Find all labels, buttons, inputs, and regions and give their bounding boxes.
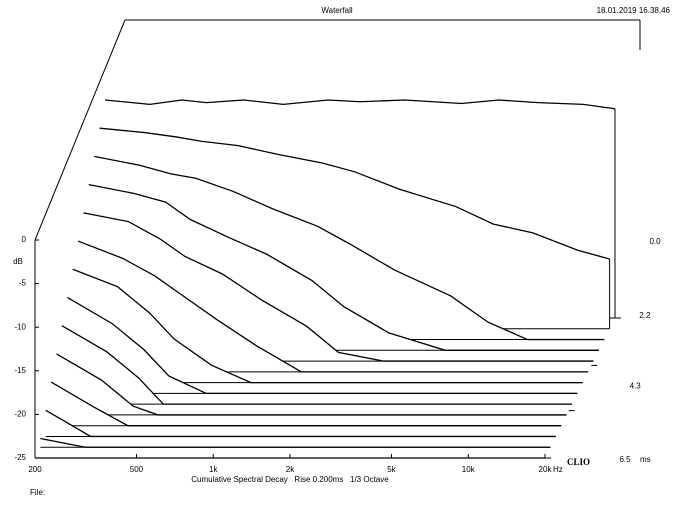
z-tick-label: 6.5	[619, 455, 631, 464]
y-tick-label: -20	[14, 410, 26, 419]
frame-line	[34, 19, 126, 241]
slice-curve	[40, 437, 551, 448]
x-tick-label: 1k	[209, 465, 218, 474]
slice-curve	[99, 127, 610, 260]
slice-fill	[78, 241, 589, 372]
slice-curve	[56, 353, 567, 416]
x-tick-label: 2k	[286, 465, 295, 474]
subtitle: Cumulative Spectral Decay Rise 0.200ms 1…	[191, 475, 389, 484]
y-tick-label: -5	[19, 279, 27, 288]
slice-fill	[51, 382, 562, 426]
slice-curve	[45, 409, 556, 438]
brand: CLIO	[567, 457, 590, 467]
slice-curve	[66, 296, 578, 395]
x-tick-label: 10k	[462, 465, 476, 474]
y-tick-label: -25	[14, 453, 26, 462]
file-label: File:	[30, 488, 45, 497]
slice-curve	[72, 268, 583, 384]
slice-curve	[77, 240, 589, 373]
slice-curve	[83, 212, 594, 362]
z-tick-label: 2.2	[639, 311, 651, 320]
x-tick-label: 500	[130, 465, 144, 474]
y-tick-label: 0	[22, 235, 27, 244]
slice-fill	[56, 353, 567, 415]
chart-title: Waterfall	[321, 6, 352, 15]
x-tick-label: 20k	[539, 465, 553, 474]
slice-curve	[61, 325, 572, 405]
z-tick-label: 0.0	[649, 237, 661, 246]
x-tick-label: 5k	[387, 465, 396, 474]
x-tick-label: 200	[28, 465, 42, 474]
z-axis-unit: ms	[640, 455, 651, 464]
x-axis-unit: Hz	[553, 465, 563, 474]
y-tick-label: -10	[14, 322, 26, 331]
timestamp: 18.01.2019 16.38.46	[597, 6, 671, 15]
y-tick-label: -15	[14, 366, 26, 375]
slice-curve	[104, 99, 616, 110]
z-tick-label: 4.3	[630, 381, 642, 390]
y-axis-label: dB	[13, 257, 23, 266]
slice-curve	[94, 155, 605, 341]
slice-curve	[50, 381, 562, 427]
slice-curve	[88, 183, 599, 351]
